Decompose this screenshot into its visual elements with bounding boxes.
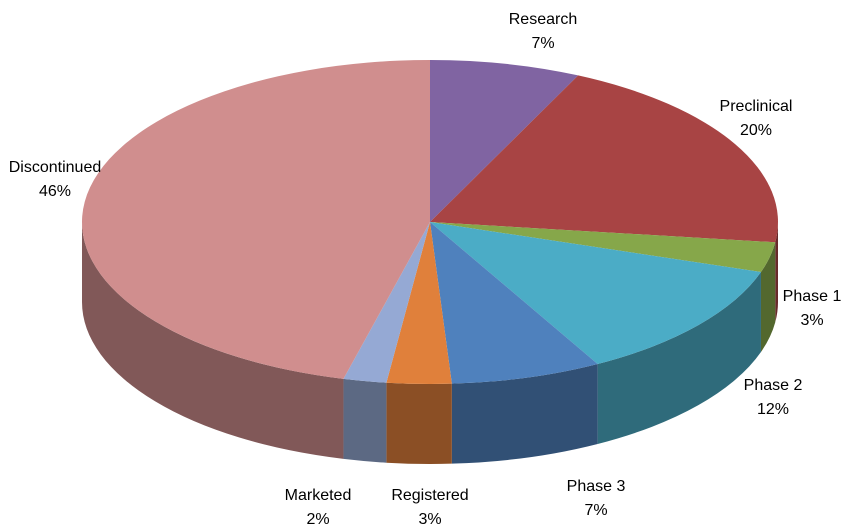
slice <box>386 222 452 384</box>
slice <box>430 222 598 384</box>
slice-label: Research <box>509 11 577 28</box>
slice-side <box>343 378 387 463</box>
slice-side <box>82 222 344 459</box>
slice-side <box>451 363 598 464</box>
slice-value-label: 12% <box>757 401 789 418</box>
slice-side <box>760 242 776 353</box>
slice-value-label: 3% <box>418 511 441 528</box>
slice <box>430 222 776 273</box>
slice <box>430 222 761 364</box>
slice-label: Phase 2 <box>744 377 803 394</box>
slice-value-label: 20% <box>740 122 772 139</box>
slice <box>343 222 430 383</box>
slice <box>430 75 778 243</box>
slice-label: Phase 1 <box>783 288 842 305</box>
slice-label: Registered <box>391 487 468 504</box>
slice-value-label: 46% <box>39 183 71 200</box>
slice-label: Discontinued <box>9 159 102 176</box>
slice-label: Marketed <box>285 487 352 504</box>
slice-label: Phase 3 <box>567 478 626 495</box>
slice-side <box>386 382 452 464</box>
slice-side <box>597 272 761 444</box>
slice-value-label: 7% <box>584 502 607 519</box>
slice-label: Preclinical <box>720 98 793 115</box>
slice <box>82 60 430 379</box>
slice-side <box>775 222 778 323</box>
slice <box>430 60 579 222</box>
slice-value-label: 3% <box>800 312 823 329</box>
slice-value-label: 7% <box>531 35 554 52</box>
slice-value-label: 2% <box>306 511 329 528</box>
